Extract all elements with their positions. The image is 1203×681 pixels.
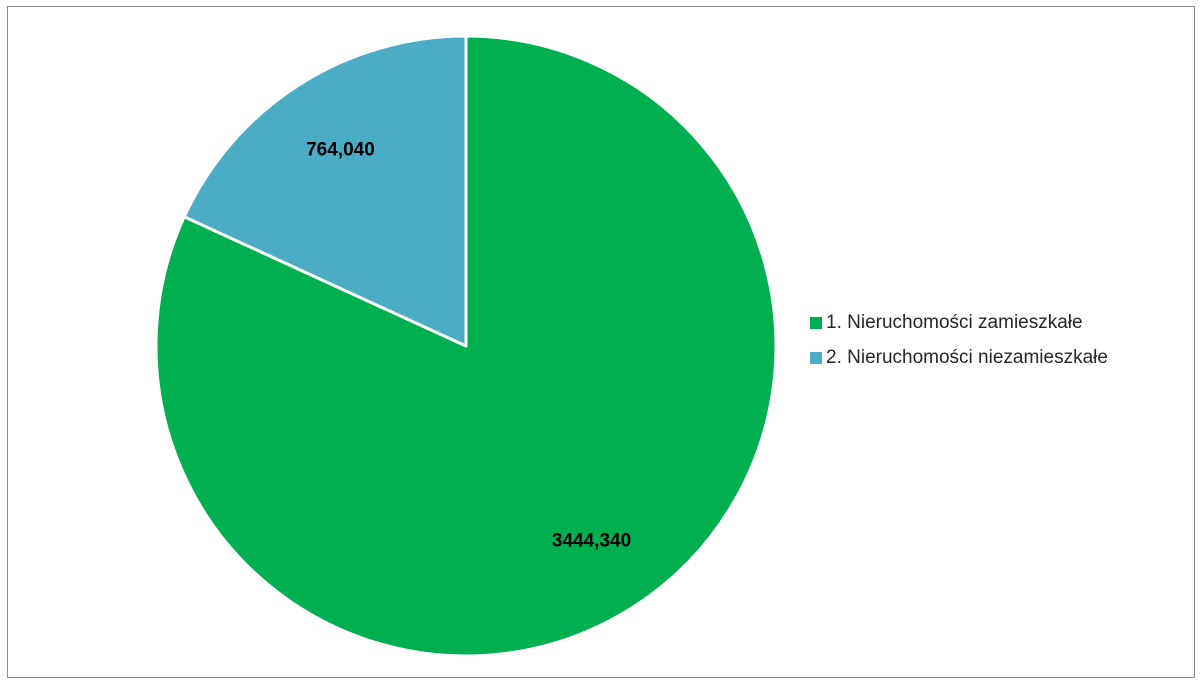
pie-slice-niezamieszkale <box>182 34 468 348</box>
pie-slices <box>154 34 778 658</box>
data-label-niezamieszkale: 764,040 <box>306 139 375 160</box>
legend-label: 2. Nieruchomości niezamieszkałe <box>826 347 1108 368</box>
pie-data-labels: 3444,340 764,040 <box>306 139 631 551</box>
pie-slice-zamieszkale <box>154 34 778 658</box>
data-label-zamieszkale: 3444,340 <box>552 531 631 552</box>
legend-item-niezamieszkale: 2. Nieruchomości niezamieszkałe <box>810 346 1108 370</box>
legend-swatch <box>810 317 822 329</box>
legend-item-zamieszkale: 1. Nieruchomości zamieszkałe <box>810 311 1108 335</box>
legend-label: 1. Nieruchomości zamieszkałe <box>826 312 1083 333</box>
legend: 1. Nieruchomości zamieszkałe 2. Nieruchom… <box>810 311 1108 381</box>
legend-swatch <box>810 352 822 364</box>
